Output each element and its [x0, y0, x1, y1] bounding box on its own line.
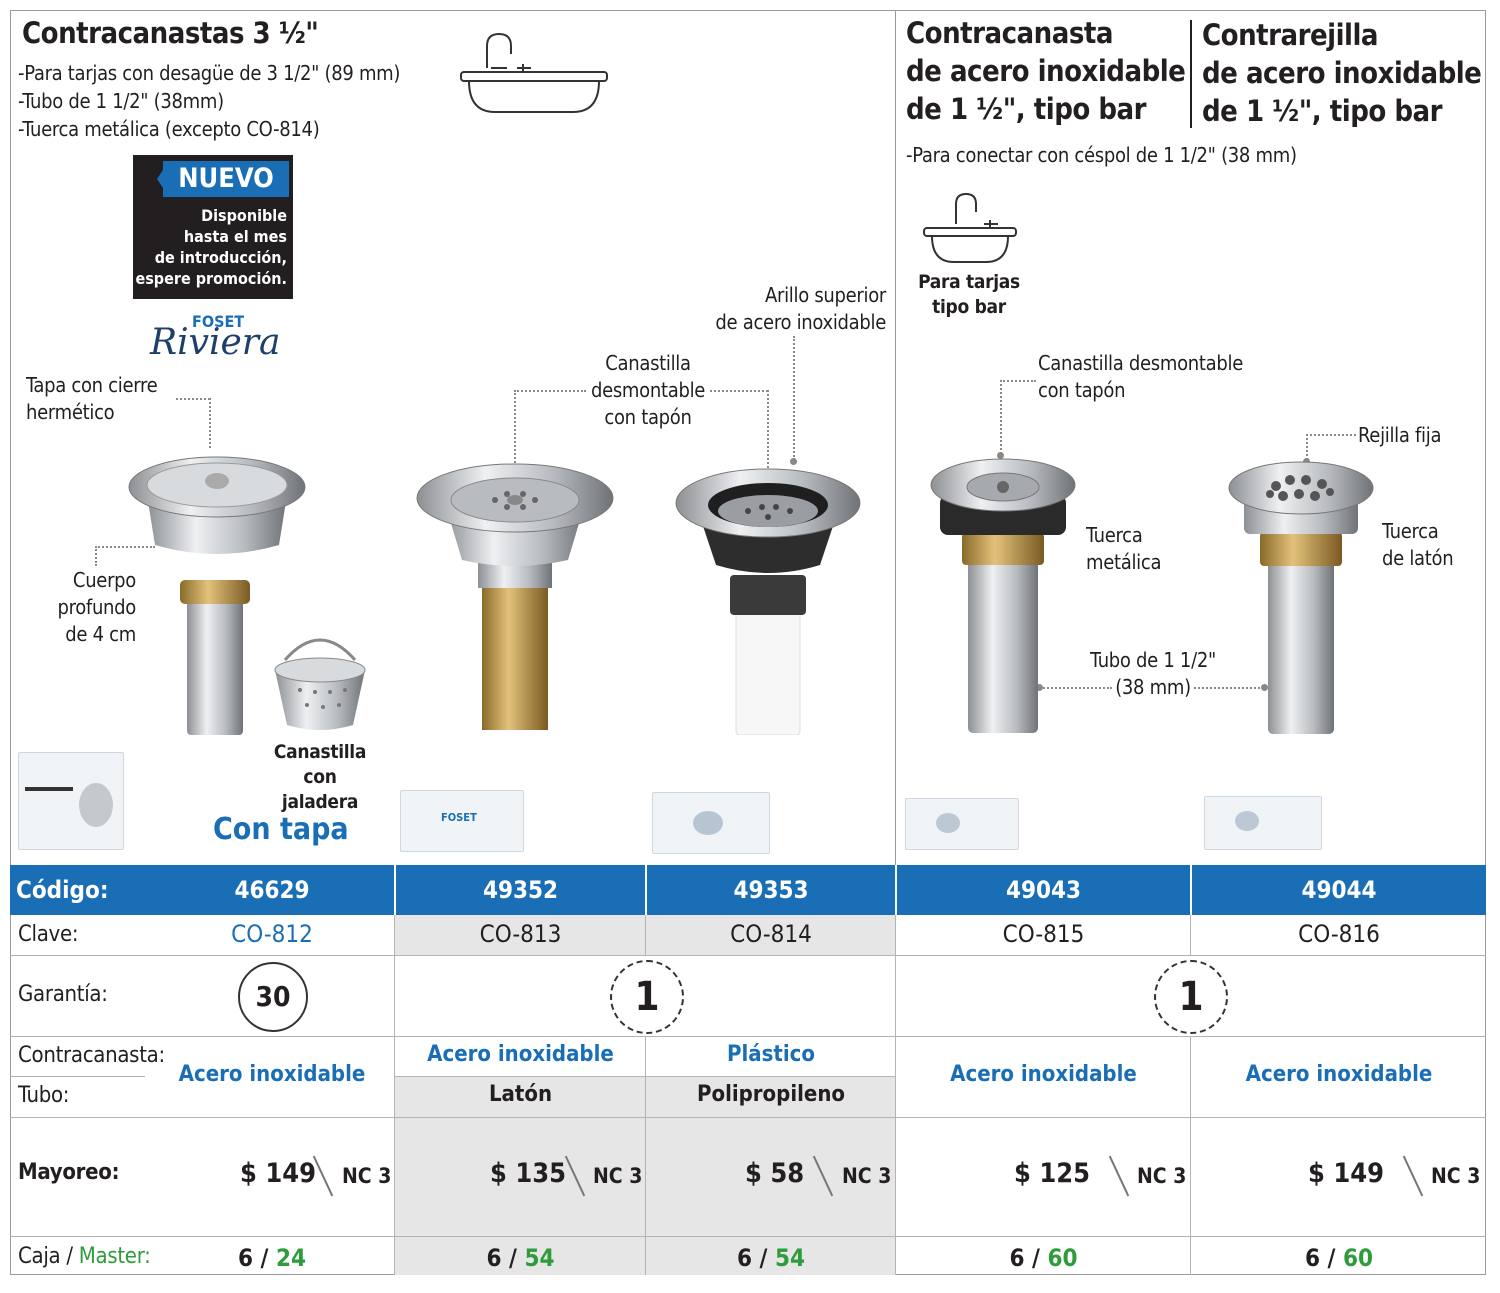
warranty-30-seal: 30: [238, 962, 308, 1032]
garantia-label: Garantía:: [18, 982, 108, 1007]
product-co814-image: [675, 468, 861, 735]
warranty-1-seal-a: 1: [610, 960, 684, 1034]
product-box-co814: [652, 792, 770, 854]
annotation-tubo: Tubo de 1 1/2" (38 mm): [1090, 648, 1216, 699]
price-co816: $ 149: [1308, 1158, 1385, 1189]
nuevo-arrow-icon: [157, 161, 169, 197]
product-co813-image: [416, 463, 614, 730]
caja-master-label: Caja / Master:: [18, 1244, 151, 1269]
product-box-co812: [18, 752, 124, 850]
annotation-arillo: Arillo superior de acero inoxidable: [715, 283, 886, 334]
caja-master-co812: 6 / 24: [238, 1244, 306, 1272]
tubo-co813: Latón: [488, 1082, 553, 1107]
product-co815-image: [930, 458, 1076, 733]
bar-sink-icon: [923, 192, 1017, 263]
mayoreo-label: Mayoreo:: [18, 1160, 120, 1185]
caja-master-co814: 6 / 54: [737, 1244, 805, 1272]
panel-divider: [895, 10, 896, 865]
clave-co815: CO-815: [1002, 920, 1085, 948]
contracanasta-co813: Acero inoxidable: [427, 1042, 614, 1067]
nc-co812: NC 3: [342, 1164, 392, 1188]
nuevo-badge: NUEVO Disponible hasta el mes de introdu…: [133, 155, 293, 299]
material-co812: Acero inoxidable: [178, 1062, 366, 1087]
nuevo-text: Disponible hasta el mes de introducción,…: [135, 206, 287, 288]
annotation-tapa: Tapa con cierre hermético: [26, 373, 158, 424]
material-co816: Acero inoxidable: [1245, 1062, 1433, 1087]
codigo-label: Código:: [16, 876, 109, 904]
left-bullet-3: -Tuerca metálica (excepto CO-814): [18, 117, 320, 141]
nuevo-label: NUEVO: [163, 161, 289, 197]
bar-sink-label: Para tarjas tipo bar: [918, 271, 1020, 318]
clave-co814: CO-814: [730, 920, 812, 948]
codigo-49352: 49352: [482, 876, 559, 904]
annotation-rejilla: Rejilla fija: [1358, 423, 1442, 447]
price-co815: $ 125: [1014, 1158, 1091, 1189]
codigo-49043: 49043: [1005, 876, 1082, 904]
product-box-co813: FOSET: [400, 790, 524, 852]
clave-co813: CO-813: [479, 920, 562, 948]
codigo-49044: 49044: [1301, 876, 1377, 904]
contracanasta-co814: Plástico: [727, 1042, 815, 1067]
codigo-46629: 46629: [234, 876, 310, 904]
caja-master-co816: 6 / 60: [1305, 1244, 1373, 1272]
annotation-tuerca-laton: Tuerca de latón: [1382, 519, 1454, 570]
codigo-49353: 49353: [733, 876, 809, 904]
contracanasta-label: Contracanasta:: [18, 1043, 165, 1068]
clave-co812: CO-812: [231, 920, 313, 948]
nc-co815: NC 3: [1137, 1164, 1187, 1188]
annotation-tuerca-metalica: Tuerca metálica: [1086, 523, 1162, 574]
price-co814: $ 58: [745, 1158, 805, 1189]
price-co812: $ 149: [240, 1158, 317, 1189]
nc-co813: NC 3: [593, 1164, 643, 1188]
price-co813: $ 135: [490, 1158, 567, 1189]
tubo-label: Tubo:: [18, 1083, 70, 1108]
left-bullet-1: -Para tarjas con desagüe de 3 1/2" (89 m…: [18, 61, 401, 85]
tubo-co814: Polipropileno: [696, 1082, 846, 1107]
right-bullet: -Para conectar con céspol de 1 1/2" (38 …: [906, 143, 1297, 167]
annotation-canastilla-tapon: Canastilla desmontable con tapón: [590, 351, 706, 429]
title-divider: [1190, 20, 1192, 128]
brand-riviera-logo: Riviera: [150, 322, 281, 363]
table-header-row: [10, 865, 1486, 915]
clave-label: Clave:: [18, 922, 79, 947]
annotation-canastilla-jaladera: Canastilla con jaladera: [273, 741, 367, 813]
annotation-canastilla-desmontable: Canastilla desmontable con tapón: [1038, 351, 1243, 402]
nc-co816: NC 3: [1431, 1164, 1481, 1188]
nc-co814: NC 3: [842, 1164, 892, 1188]
caja-master-co815: 6 / 60: [1009, 1244, 1078, 1272]
product-box-co816: [1204, 796, 1322, 850]
sink-icon: [460, 32, 608, 113]
caja-master-co813: 6 / 54: [486, 1244, 555, 1272]
product-co812-image: [128, 456, 306, 735]
warranty-1-seal-b: 1: [1154, 960, 1228, 1034]
brand-foset-logo: FOSET: [192, 312, 245, 331]
clave-co816: CO-816: [1298, 920, 1380, 948]
left-bullet-2: -Tubo de 1 1/2" (38mm): [18, 89, 224, 113]
right-title-contrarejilla: Contrarejilla de acero inoxidable de 1 ½",…: [1202, 18, 1482, 128]
left-panel-title: Contracanastas 3 ½": [22, 16, 319, 50]
material-co815: Acero inoxidable: [950, 1062, 1137, 1087]
basket-image: [274, 638, 366, 730]
right-title-contracanasta: Contracanasta de acero inoxidable de 1 ½",…: [906, 16, 1186, 126]
con-tapa-label: Con tapa: [213, 812, 349, 847]
annotation-cuerpo: Cuerpo profundo de 4 cm: [57, 568, 136, 646]
product-box-co815: [905, 798, 1019, 850]
product-co816-image: [1228, 461, 1374, 734]
